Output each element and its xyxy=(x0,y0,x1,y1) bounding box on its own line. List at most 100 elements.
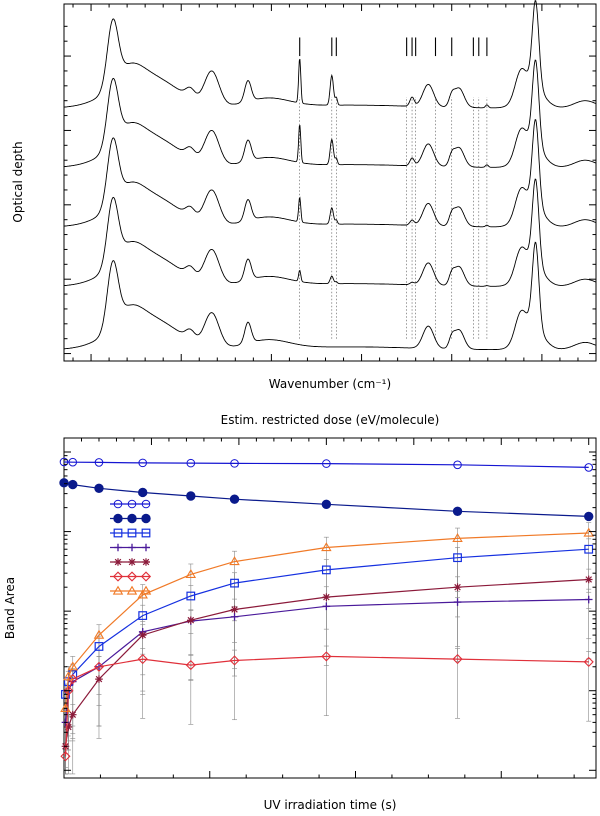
spectrum-curve xyxy=(64,178,596,287)
data-point xyxy=(230,612,239,621)
data-point xyxy=(68,457,78,467)
data-point xyxy=(453,553,462,563)
data-point xyxy=(141,513,151,524)
data-point xyxy=(322,459,331,468)
legend xyxy=(110,499,152,595)
data-point xyxy=(128,543,136,552)
data-point xyxy=(141,528,151,538)
data-point xyxy=(185,568,197,578)
series-line xyxy=(63,461,589,468)
spectra-y-axis-label: Optical depth xyxy=(11,141,25,222)
data-point xyxy=(94,483,104,493)
data-point xyxy=(114,558,122,566)
data-point xyxy=(67,674,78,685)
data-point xyxy=(60,702,71,712)
data-point xyxy=(321,565,331,575)
data-point xyxy=(453,598,462,606)
data-point xyxy=(127,528,137,538)
data-point xyxy=(113,528,123,538)
spectra-panel: Wavenumber (cm⁻¹) Optical depth xyxy=(11,0,597,391)
data-point xyxy=(95,675,103,683)
spectrum-curve xyxy=(64,241,597,351)
data-point xyxy=(63,685,74,696)
data-point xyxy=(138,631,147,639)
band-area-y-axis-label: Band Area xyxy=(3,577,17,639)
spectra-x-axis-label: Wavenumber (cm⁻¹) xyxy=(269,377,391,391)
series-group xyxy=(59,457,594,762)
data-point xyxy=(230,578,239,588)
data-point xyxy=(113,513,123,524)
data-point xyxy=(113,499,123,509)
spectrum-curve xyxy=(64,119,596,228)
data-point xyxy=(59,478,69,488)
data-point xyxy=(63,671,74,681)
band-area-plot-frame xyxy=(63,437,597,779)
series-line xyxy=(64,532,589,709)
data-point xyxy=(138,487,148,498)
band-area-panel: Estim. restricted dose (eV/molecule) UV … xyxy=(3,413,597,812)
data-point xyxy=(321,499,332,510)
data-point xyxy=(583,656,594,668)
data-point xyxy=(322,593,331,601)
data-point xyxy=(452,653,463,665)
data-point xyxy=(453,460,462,470)
data-point xyxy=(453,583,462,591)
series-line xyxy=(64,655,589,757)
series-line xyxy=(64,598,589,723)
data-point xyxy=(187,616,195,624)
data-point xyxy=(229,655,240,666)
data-point xyxy=(452,533,463,543)
data-point xyxy=(186,491,196,501)
data-point xyxy=(114,543,122,552)
data-point xyxy=(137,653,148,665)
data-point xyxy=(141,499,151,509)
data-point xyxy=(186,458,196,468)
spectra-curve-group xyxy=(64,0,597,351)
data-point xyxy=(67,661,79,671)
dose-axis-label: Estim. restricted dose (eV/molecule) xyxy=(221,413,440,427)
data-point xyxy=(229,556,240,566)
data-point xyxy=(584,511,594,522)
data-point xyxy=(142,543,150,552)
series-line xyxy=(64,548,589,695)
data-point xyxy=(128,558,136,566)
data-point xyxy=(126,571,138,582)
data-point xyxy=(140,571,152,582)
data-point xyxy=(127,499,137,509)
data-point xyxy=(64,723,73,731)
spectrum-curve xyxy=(64,59,596,168)
data-point xyxy=(127,513,137,524)
data-point xyxy=(185,660,196,671)
series-line xyxy=(64,578,589,747)
data-point xyxy=(94,458,104,467)
data-point xyxy=(186,591,196,601)
spectrum-curve xyxy=(64,0,596,109)
data-point xyxy=(60,751,71,762)
data-point xyxy=(93,629,105,639)
data-point xyxy=(140,585,152,595)
time-axis-label: UV irradiation time (s) xyxy=(264,798,397,812)
data-point xyxy=(322,602,331,611)
data-point xyxy=(321,651,332,662)
data-point xyxy=(112,571,124,582)
data-point xyxy=(584,595,593,604)
band-marker-group xyxy=(299,37,488,339)
data-point xyxy=(584,575,593,584)
data-point xyxy=(93,661,105,672)
data-point xyxy=(583,527,594,537)
data-point xyxy=(452,506,463,516)
data-point xyxy=(68,479,78,490)
data-point xyxy=(138,458,148,468)
data-point xyxy=(68,710,77,719)
data-point xyxy=(142,558,150,566)
error-bar-group xyxy=(62,522,592,775)
band-area-tick-group xyxy=(64,438,596,778)
spectra-plot-frame xyxy=(63,3,597,362)
data-point xyxy=(584,463,594,472)
data-point xyxy=(94,642,104,651)
data-point xyxy=(230,605,239,614)
data-point xyxy=(230,459,239,468)
data-point xyxy=(321,542,332,552)
data-point xyxy=(229,494,240,504)
